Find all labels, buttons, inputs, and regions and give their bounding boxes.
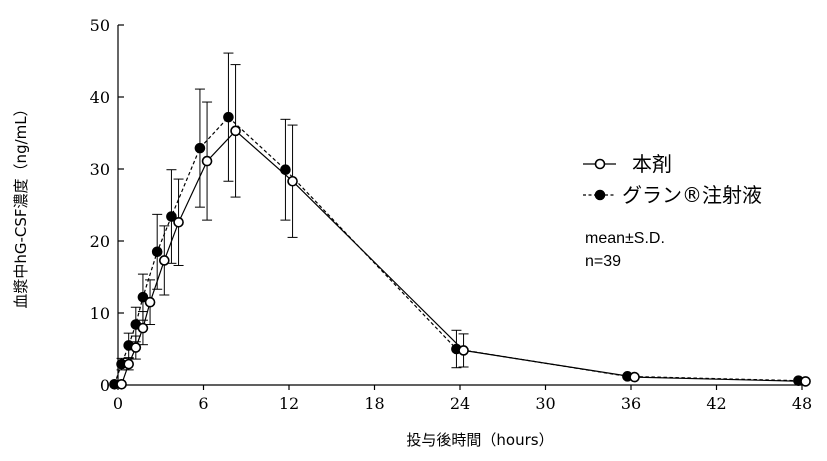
data-point <box>159 255 170 266</box>
data-point <box>280 164 291 176</box>
y-tick-label: 40 <box>90 88 110 107</box>
legend: 本剤 グラン®注射液 <box>583 152 762 207</box>
data-point <box>194 142 206 154</box>
x-tick-label: 24 <box>450 394 470 413</box>
data-point <box>144 296 156 308</box>
series-2 <box>113 52 799 385</box>
x-tick-label: 18 <box>364 394 384 413</box>
legend-label-gran: グラン®注射液 <box>622 183 762 207</box>
data-point <box>287 175 298 187</box>
stats-note-line-2: n=39 <box>585 253 621 270</box>
y-tick-label: 20 <box>90 232 110 251</box>
x-axis-title: 投与後時間（hours） <box>406 431 553 449</box>
data-point <box>230 125 241 137</box>
x-tick-label: 6 <box>198 394 208 413</box>
legend-item-gran: グラン®注射液 <box>583 183 762 207</box>
stats-note: mean±S.D. n=39 <box>585 230 665 270</box>
data-point <box>166 211 177 222</box>
data-point <box>800 376 811 387</box>
series-2-markers <box>109 111 804 390</box>
data-point <box>123 358 134 370</box>
data-point <box>173 216 184 228</box>
data-point <box>629 371 640 383</box>
y-tick-label: 10 <box>90 304 110 323</box>
data-point <box>137 291 149 303</box>
x-tick-label: 0 <box>113 394 123 413</box>
data-point <box>201 155 213 167</box>
y-tick-label: 30 <box>90 160 110 179</box>
legend-label-honzai: 本剤 <box>632 152 672 176</box>
series-layer <box>109 52 811 390</box>
x-tick-label: 48 <box>792 394 812 413</box>
series-1 <box>121 64 806 385</box>
series-1-markers <box>116 125 811 390</box>
data-point <box>458 345 469 356</box>
x-tick-label: 12 <box>279 394 299 413</box>
y-axis-title: 血漿中hG-CSF濃度（ng/mL） <box>12 101 30 308</box>
data-point <box>116 378 127 390</box>
stats-note-line-1: mean±S.D. <box>585 230 665 247</box>
data-point <box>130 342 142 353</box>
x-tick-label: 36 <box>621 394 641 413</box>
y-tick-label: 50 <box>90 16 110 35</box>
axes: 0 6 12 18 24 30 36 42 48 0 10 20 30 40 50 <box>90 16 813 413</box>
legend-marker-gran <box>594 189 606 201</box>
data-point <box>151 246 163 258</box>
legend-marker-honzai <box>594 158 606 170</box>
y-tick-label: 0 <box>100 376 110 395</box>
data-point <box>137 322 149 334</box>
x-tick-label: 30 <box>535 394 555 413</box>
legend-item-honzai: 本剤 <box>583 152 672 176</box>
x-tick-label: 42 <box>706 394 726 413</box>
data-point <box>223 111 234 123</box>
